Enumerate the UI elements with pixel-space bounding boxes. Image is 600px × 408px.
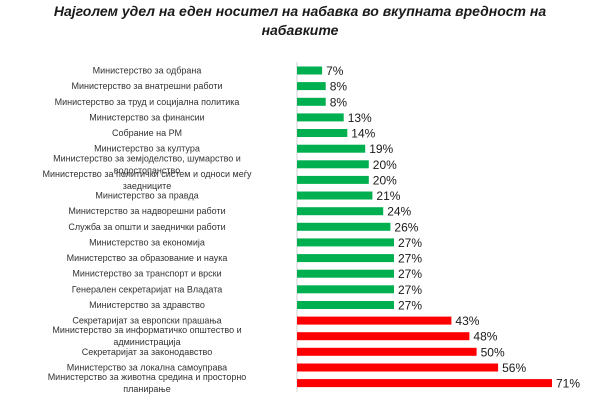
data-label: 7% — [326, 64, 344, 78]
data-label: 50% — [481, 345, 505, 359]
data-label: 43% — [455, 314, 479, 328]
data-label: 20% — [373, 158, 397, 172]
category-label: Министерство за финансии — [89, 112, 204, 122]
bar — [297, 97, 326, 106]
data-label: 26% — [394, 220, 418, 234]
bar — [297, 66, 323, 75]
data-label: 24% — [387, 205, 411, 219]
category-label: Секретаријат за европски прашања — [72, 316, 221, 326]
category-label: Министерство за здравство — [89, 300, 205, 310]
data-label: 48% — [473, 330, 497, 344]
category-label: Министерство за култура — [94, 144, 200, 154]
category-label: Министерство за земјоделство, шумарство … — [53, 153, 241, 175]
category-label: Министерство за локална самоуправа — [67, 363, 227, 373]
category-label: Министерство за политички систем и однос… — [42, 169, 252, 191]
category-label: Министерство за труд и социјална политик… — [55, 97, 240, 107]
bar — [297, 207, 384, 216]
data-label: 56% — [502, 361, 526, 375]
category-label: Собрание на РМ — [112, 128, 182, 138]
category-label: Секретаријат за законодавство — [82, 347, 212, 357]
category-label: Министерство за транспорт и врски — [72, 269, 221, 279]
data-label: 20% — [373, 173, 397, 187]
data-label: 8% — [330, 80, 348, 94]
data-label: 27% — [398, 267, 422, 281]
bar — [297, 301, 394, 309]
bar — [297, 332, 470, 341]
data-label: 21% — [376, 189, 400, 203]
bar — [297, 238, 394, 247]
bar — [297, 160, 369, 169]
bar — [297, 144, 366, 153]
bar — [297, 316, 452, 325]
category-label: Министерство за образование и наука — [67, 253, 228, 263]
bar — [297, 269, 394, 278]
chart-title: Најголем удел на еден носител на набавка… — [53, 3, 547, 38]
data-label: 27% — [398, 236, 422, 250]
data-label: 8% — [330, 95, 348, 109]
category-label: Министерство за надворешни работи — [68, 206, 225, 216]
bar — [297, 347, 477, 356]
category-label: Генерален секретаријат на Владата — [72, 284, 222, 294]
category-label: Министерство за одбрана — [93, 66, 202, 76]
data-label: 27% — [398, 283, 422, 297]
data-label: 14% — [351, 127, 375, 141]
data-label: 71% — [556, 377, 580, 391]
category-label: Министерство за економија — [89, 237, 205, 247]
category-label: Министерство за информатичко општество и… — [52, 325, 241, 347]
bar — [297, 285, 394, 294]
category-label: Министерство за внатрешни работи — [71, 81, 222, 91]
bar — [297, 113, 344, 122]
data-label: 27% — [398, 252, 422, 266]
data-label: 27% — [398, 299, 422, 313]
bar — [297, 222, 391, 231]
bar — [297, 379, 552, 388]
bar — [297, 254, 394, 263]
category-label: Министерство за животна средина и просто… — [48, 372, 247, 394]
data-label: 19% — [369, 142, 393, 156]
bar — [297, 82, 326, 91]
bar — [297, 129, 348, 137]
category-label: Министерство за правда — [95, 191, 198, 201]
data-label: 13% — [348, 111, 372, 125]
bar — [297, 175, 369, 184]
category-label: Служба за општи и заеднички работи — [68, 222, 225, 232]
bar — [297, 363, 499, 372]
bar — [297, 191, 373, 200]
